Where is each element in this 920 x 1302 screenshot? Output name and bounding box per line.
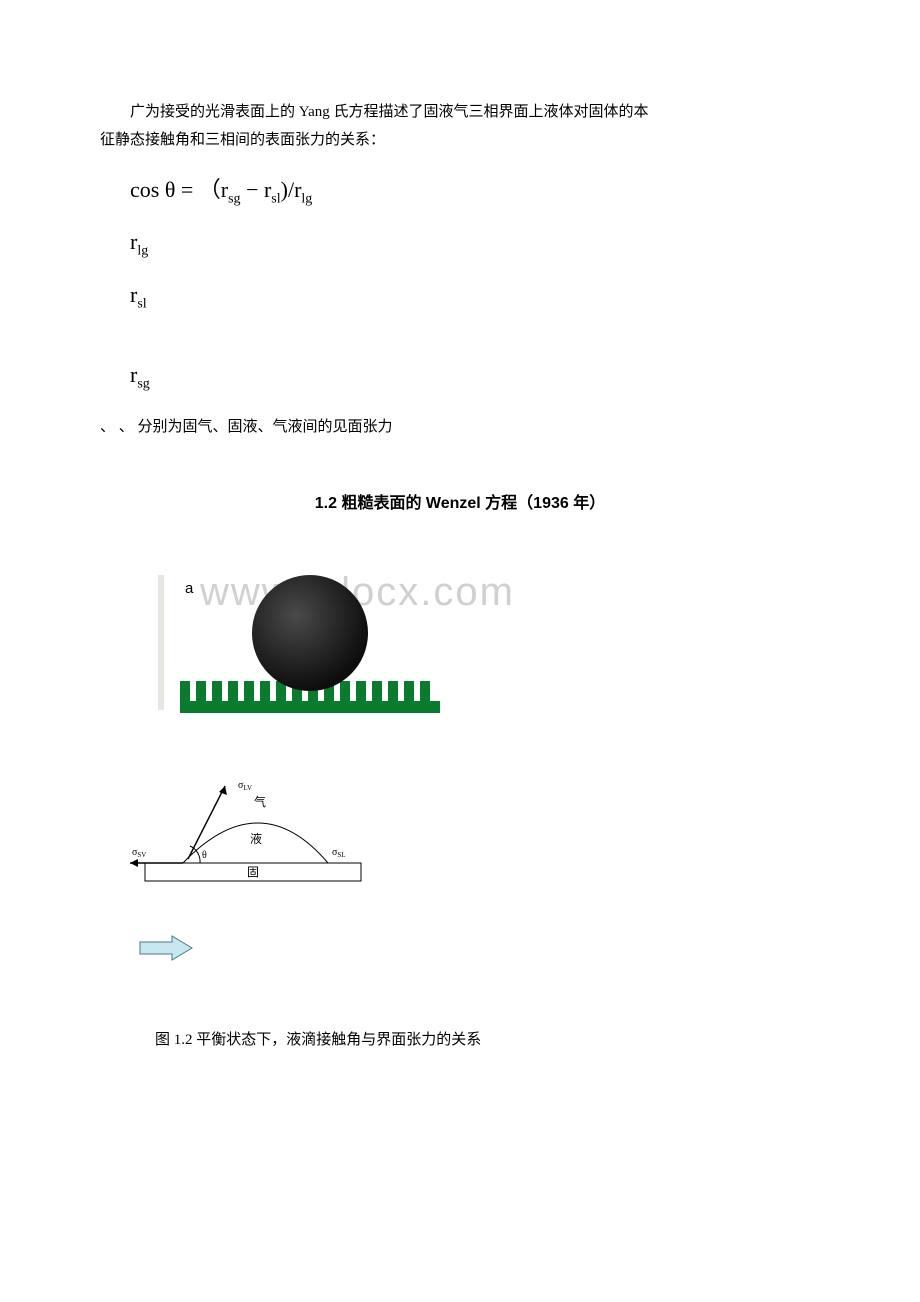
sigma-lv-arrowhead — [219, 786, 227, 795]
sigma-lv-label: σLV — [238, 780, 252, 792]
label-a: a — [185, 580, 194, 597]
sigma-sl-label: σSL — [332, 847, 346, 859]
sub-sl: sl — [137, 296, 146, 311]
section-heading-wenzel: 1.2 粗糙表面的 Wenzel 方程（1936 年） — [100, 489, 820, 513]
symbol-r-lg: rlg — [130, 229, 820, 259]
contact-angle-diagram-container: σLV σSV σSL θ 气 液 固 — [110, 768, 820, 903]
vertical-stripe — [158, 575, 164, 710]
wenzel-drop-diagram: a — [140, 553, 450, 733]
block-arrow-icon — [136, 933, 820, 968]
sub-lg: lg — [137, 244, 148, 259]
young-equation: cos θ = （rsg − rsl)/rlg — [130, 172, 820, 207]
theta-label: θ — [202, 850, 207, 861]
formula-part1: cos θ = （r — [130, 177, 228, 202]
liquid-label: 液 — [250, 831, 262, 846]
contact-angle-diagram: σLV σSV σSL θ 气 液 固 — [110, 768, 390, 898]
gas-label: 气 — [254, 794, 266, 809]
sigma-sv-arrowhead — [130, 859, 138, 867]
formula-block: cos θ = （rsg − rsl)/rlg rlg rsl rsg — [130, 172, 820, 393]
intro-paragraph-line1: 广为接受的光滑表面上的 Yang 氏方程描述了固液气三相界面上液体对固体的本 — [100, 100, 820, 124]
liquid-drop-sphere — [252, 575, 368, 691]
formula-sub-sl: sl — [271, 191, 280, 206]
legend-text: 、 、 分别为固气、固液、气液间的见面张力 — [100, 415, 820, 439]
intro-paragraph-line2: 征静态接触角和三相间的表面张力的关系： — [100, 128, 820, 152]
formula-sub-sg: sg — [228, 191, 240, 206]
figure-caption: 图 1.2 平衡状态下，液滴接触角与界面张力的关系 — [155, 1028, 820, 1049]
wenzel-figure-container: a — [140, 553, 820, 738]
formula-part3: )/r — [281, 177, 302, 202]
sigma-sv-label: σSV — [132, 847, 146, 859]
formula-sub-lg: lg — [301, 191, 312, 206]
symbol-r-sl: rsl — [130, 282, 820, 312]
sub-sg: sg — [137, 377, 149, 392]
solid-label: 固 — [247, 865, 259, 879]
formula-part2: − r — [241, 177, 272, 202]
symbol-r-sg: rsg — [130, 362, 820, 392]
